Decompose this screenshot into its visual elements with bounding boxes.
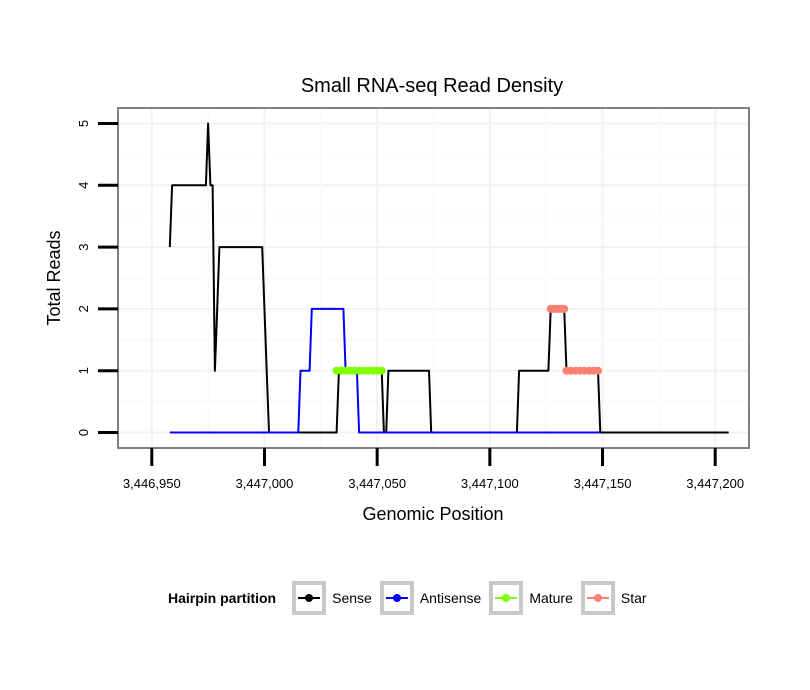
y-tick-label: 0 (76, 429, 91, 436)
y-tick-label: 2 (76, 305, 91, 312)
legend-label-antisense: Antisense (419, 590, 482, 606)
series-point-mature (377, 366, 386, 375)
chart-title: Small RNA-seq Read Density (301, 75, 563, 97)
series-point-star (594, 366, 603, 375)
x-tick-label: 3,446,950 (123, 476, 181, 491)
y-tick-label: 3 (76, 243, 91, 250)
legend-key-star (580, 581, 615, 615)
legend-label-star: Star (620, 590, 647, 606)
legend-key-antisense (379, 581, 414, 615)
x-axis-label: Genomic Position (362, 504, 503, 524)
legend-key-mature (489, 581, 524, 615)
x-tick-label: 3,447,000 (236, 476, 294, 491)
series-layer (168, 122, 729, 434)
y-axis: 0 1 2 3 4 5 (76, 120, 118, 436)
legend-key-sense (292, 581, 327, 615)
x-tick-label: 3,447,150 (574, 476, 632, 491)
x-axis: 3,446,950 3,447,000 3,447,050 3,447,100 3,44… (123, 448, 744, 491)
x-tick-label: 3,447,200 (686, 476, 744, 491)
x-tick-label: 3,447,100 (461, 476, 519, 491)
y-tick-label: 1 (76, 367, 91, 374)
series-line-antisense (169, 307, 601, 434)
chart: Small RNA-seq Read Density 0 1 2 3 4 5 3,446,… (44, 75, 750, 524)
y-axis-label: Total Reads (44, 230, 64, 325)
legend-item-star: Star (580, 581, 647, 615)
legend-title: Hairpin partition (168, 590, 277, 606)
legend-item-sense: Sense (292, 581, 372, 615)
y-tick-label: 5 (76, 120, 91, 127)
legend-item-mature: Mature (489, 581, 573, 615)
legend-label-mature: Mature (529, 590, 573, 606)
legend-item-antisense: Antisense (379, 581, 482, 615)
series-point-star (560, 304, 569, 313)
x-tick-label: 3,447,050 (348, 476, 406, 491)
y-tick-label: 4 (76, 182, 91, 189)
legend-label-sense: Sense (332, 590, 372, 606)
legend: Hairpin partition Sense Antisense Mature… (168, 578, 655, 618)
